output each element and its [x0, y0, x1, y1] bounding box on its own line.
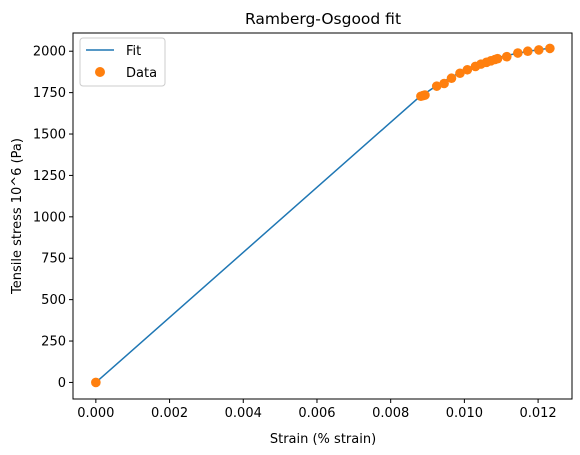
data-point: [513, 48, 523, 58]
x-axis-label: Strain (% strain): [270, 432, 376, 447]
legend-data-swatch: [95, 67, 105, 77]
data-point: [523, 46, 533, 56]
y-tick-label: 2000: [33, 45, 66, 60]
legend: Fit Data: [80, 38, 165, 86]
x-tick-label: 0.002: [151, 406, 188, 421]
x-tick-label: 0.000: [77, 406, 114, 421]
legend-data-label: Data: [126, 66, 157, 81]
x-tick-label: 0.010: [446, 406, 483, 421]
chart-title: Ramberg-Osgood fit: [245, 10, 401, 28]
y-tick-label: 0: [58, 376, 66, 391]
data-point: [91, 378, 101, 388]
y-tick-label: 250: [41, 335, 66, 350]
data-point: [534, 45, 544, 55]
y-tick-label: 1000: [33, 210, 66, 225]
x-tick-label: 0.008: [372, 406, 409, 421]
y-tick-label: 1500: [33, 128, 66, 143]
y-axis-label: Tensile stress 10^6 (Pa): [10, 138, 25, 295]
data-point: [502, 52, 512, 62]
data-point: [447, 73, 457, 83]
x-tick-label: 0.006: [298, 406, 335, 421]
legend-fit-label: Fit: [126, 44, 141, 59]
x-tick-label: 0.012: [519, 406, 556, 421]
data-point: [420, 90, 430, 100]
plot-area: [73, 33, 572, 399]
y-tick-label: 1750: [33, 86, 66, 101]
data-point: [493, 54, 503, 64]
x-tick-label: 0.004: [225, 406, 262, 421]
data-point: [545, 44, 555, 54]
y-tick-label: 750: [41, 252, 66, 267]
y-tick-label: 1250: [33, 169, 66, 184]
y-tick-label: 500: [41, 293, 66, 308]
